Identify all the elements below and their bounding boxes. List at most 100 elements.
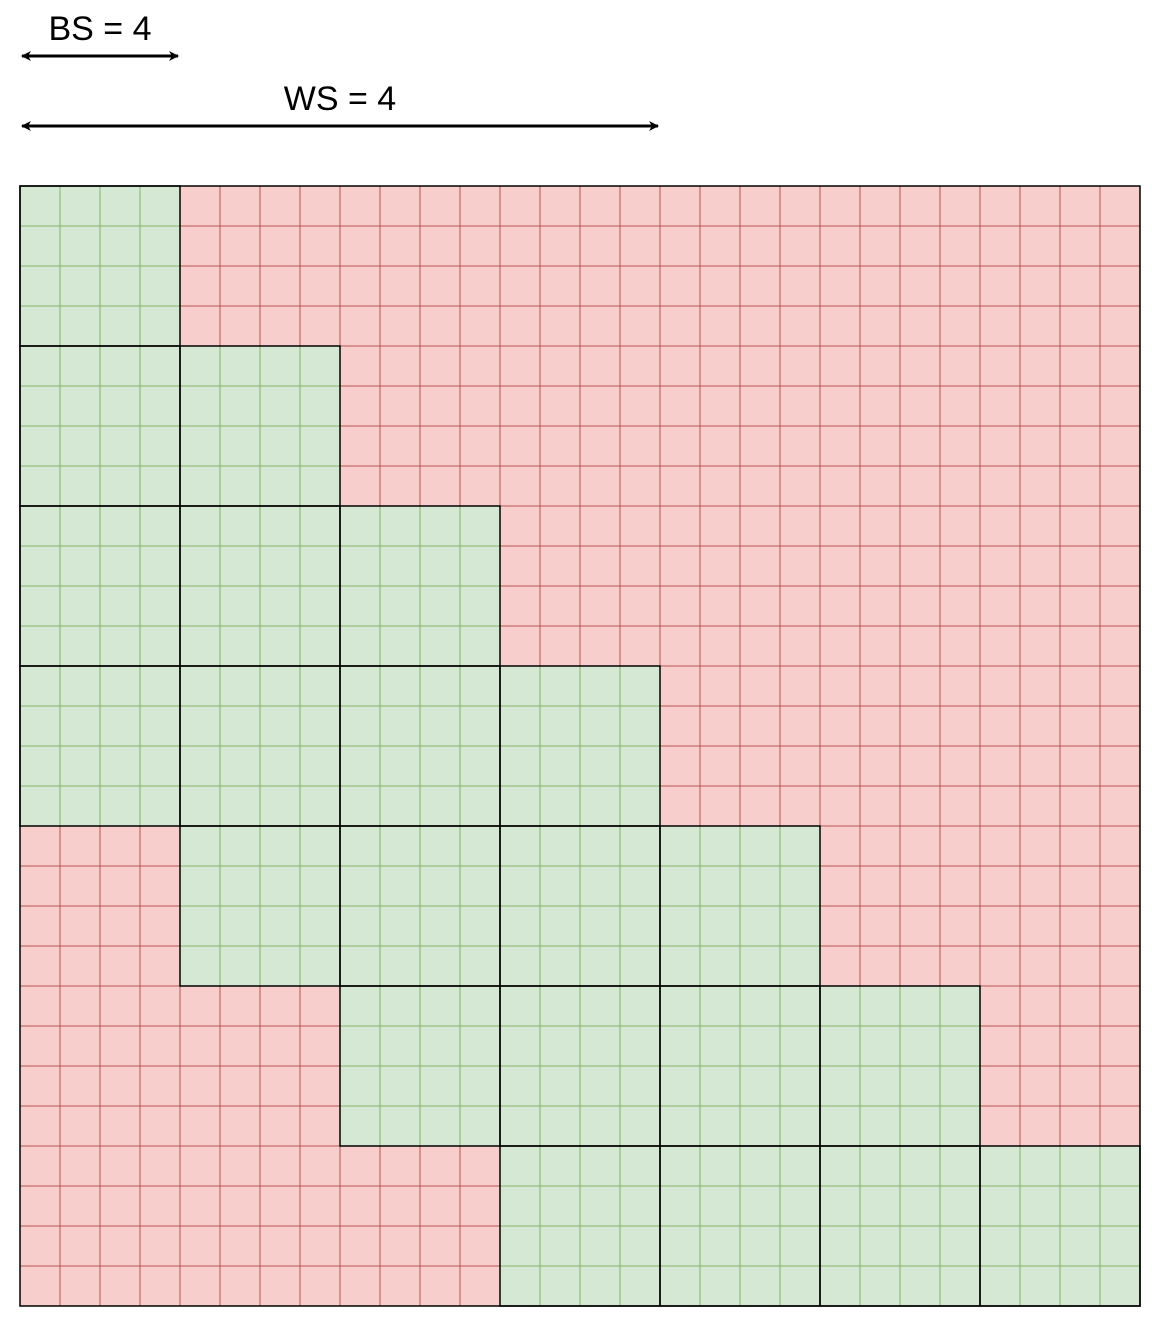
masked-cell (1059, 825, 1101, 867)
attended-cell (499, 865, 541, 907)
attended-cell (379, 825, 421, 867)
attended-cell (499, 1025, 541, 1067)
attended-cell (699, 945, 741, 987)
attended-cell (19, 505, 61, 547)
masked-cell (1019, 585, 1061, 627)
masked-cell (699, 385, 741, 427)
attended-cell (219, 585, 261, 627)
attended-cell (459, 545, 501, 587)
masked-cell (299, 985, 341, 1027)
masked-cell (619, 305, 661, 347)
attended-cell (659, 825, 701, 867)
attended-cell (499, 1145, 541, 1187)
masked-cell (979, 945, 1021, 987)
window-size-dimension: WS = 4 (21, 80, 659, 131)
masked-cell (899, 785, 941, 827)
attended-cell (699, 1025, 741, 1067)
masked-cell (19, 905, 61, 947)
attended-cell (779, 1145, 821, 1187)
masked-cell (939, 185, 981, 227)
attended-cell (379, 785, 421, 827)
attended-cell (19, 705, 61, 747)
masked-cell (339, 1185, 381, 1227)
masked-cell (459, 1145, 501, 1187)
attended-cell (739, 1185, 781, 1227)
masked-cell (819, 265, 861, 307)
block-size-label: BS = 4 (48, 10, 151, 48)
attended-cell (619, 705, 661, 747)
masked-cell (219, 1105, 261, 1147)
attended-cell (339, 585, 381, 627)
masked-cell (659, 305, 701, 347)
attended-cell (99, 705, 141, 747)
attended-cell (99, 585, 141, 627)
masked-cell (779, 425, 821, 467)
attended-cell (499, 785, 541, 827)
masked-cell (1019, 265, 1061, 307)
attended-cell (539, 825, 581, 867)
masked-cell (739, 185, 781, 227)
masked-cell (459, 425, 501, 467)
masked-cell (899, 705, 941, 747)
attended-cell (259, 745, 301, 787)
masked-cell (579, 185, 621, 227)
attended-cell (259, 545, 301, 587)
attended-cell (379, 705, 421, 747)
masked-cell (499, 225, 541, 267)
masked-cell (859, 305, 901, 347)
masked-cell (1059, 625, 1101, 667)
masked-cell (19, 1265, 61, 1307)
masked-cell (819, 385, 861, 427)
attended-cell (859, 1225, 901, 1267)
masked-cell (859, 705, 901, 747)
masked-cell (379, 385, 421, 427)
masked-cell (1019, 745, 1061, 787)
attended-cell (179, 745, 221, 787)
attended-cell (19, 625, 61, 667)
attended-cell (659, 865, 701, 907)
masked-cell (979, 705, 1021, 747)
attended-cell (139, 345, 181, 387)
masked-cell (979, 905, 1021, 947)
masked-cell (1099, 545, 1141, 587)
attended-cell (579, 1185, 621, 1227)
masked-cell (339, 385, 381, 427)
attended-cell (179, 905, 221, 947)
masked-cell (459, 385, 501, 427)
attended-cell (779, 1185, 821, 1227)
masked-cell (659, 425, 701, 467)
masked-cell (499, 625, 541, 667)
masked-cell (299, 265, 341, 307)
masked-cell (219, 1185, 261, 1227)
masked-cell (219, 305, 261, 347)
attended-cell (499, 1185, 541, 1227)
masked-cell (579, 585, 621, 627)
attended-cell (379, 1065, 421, 1107)
attended-cell (459, 705, 501, 747)
attention-mask-cells (19, 185, 1141, 1307)
attended-cell (979, 1265, 1021, 1307)
masked-cell (859, 945, 901, 987)
attended-cell (739, 865, 781, 907)
attended-cell (299, 585, 341, 627)
masked-cell (499, 185, 541, 227)
masked-cell (1019, 905, 1061, 947)
attended-cell (259, 625, 301, 667)
masked-cell (1059, 225, 1101, 267)
masked-cell (379, 265, 421, 307)
attended-cell (899, 1265, 941, 1307)
masked-cell (1099, 505, 1141, 547)
attended-cell (699, 1065, 741, 1107)
attended-cell (299, 745, 341, 787)
masked-cell (219, 985, 261, 1027)
attended-cell (259, 465, 301, 507)
masked-cell (19, 1145, 61, 1187)
masked-cell (539, 625, 581, 667)
masked-cell (859, 345, 901, 387)
masked-cell (579, 465, 621, 507)
masked-cell (139, 945, 181, 987)
masked-cell (1099, 345, 1141, 387)
masked-cell (1059, 185, 1101, 227)
window-size-label: WS = 4 (284, 80, 396, 118)
attended-cell (379, 985, 421, 1027)
